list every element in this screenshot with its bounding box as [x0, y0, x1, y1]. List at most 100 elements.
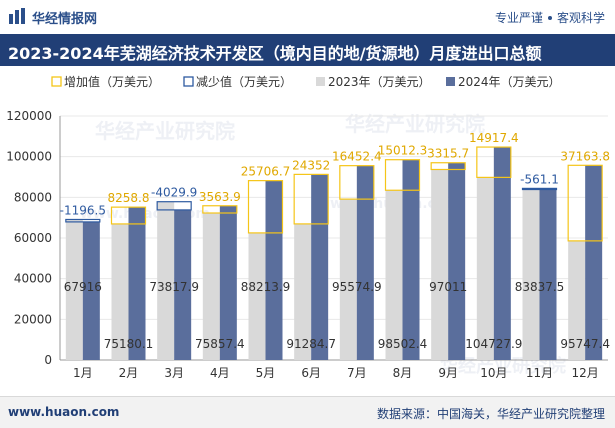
title-bar: 2023-2024年芜湖经济技术开发区（境内目的地/货源地）月度进出口总额 — [0, 34, 615, 66]
value-label-2024: 75857.4 — [195, 337, 245, 351]
bar-2023 — [294, 223, 312, 360]
bullet-icon — [547, 16, 552, 20]
bar-2023 — [202, 213, 220, 360]
x-tick-label: 9月 — [438, 366, 458, 380]
slogan: 专业严谨 客观科学 — [495, 9, 605, 26]
legend-label-3: 2024年（万美元） — [458, 75, 561, 89]
y-tick-label: 20000 — [14, 312, 52, 326]
value-label-2024: 88213.9 — [241, 280, 291, 294]
increase-box — [293, 173, 329, 225]
slogan-right: 客观科学 — [556, 11, 605, 25]
decrease-box — [521, 187, 558, 191]
bar-2023 — [522, 188, 540, 360]
y-tick-label: 120000 — [6, 109, 52, 123]
legend-swatch-1 — [183, 76, 194, 87]
bar-2024 — [82, 221, 100, 360]
bar-2024 — [219, 205, 237, 360]
increase-box — [247, 180, 284, 234]
increase-box — [476, 146, 512, 178]
bar-2024 — [174, 209, 192, 360]
bar-2024 — [585, 165, 603, 360]
change-label: 24352 — [292, 158, 330, 172]
bar-2023 — [65, 219, 83, 360]
brand-name: 华经情报网 — [32, 12, 98, 27]
legend-swatch-0 — [51, 76, 62, 87]
x-tick-label: 1月 — [73, 366, 93, 380]
change-label: 15012.3 — [378, 144, 428, 158]
y-tick-label: 40000 — [14, 272, 52, 286]
x-tick-label: 11月 — [526, 366, 553, 380]
bar-2023 — [568, 240, 586, 360]
top-bar: 华经情报网 专业严谨 客观科学 — [0, 0, 615, 34]
bar-2024 — [402, 159, 420, 360]
legend-swatch-3 — [446, 77, 455, 86]
value-label-2024: 75180.1 — [104, 337, 154, 351]
x-tick-label: 12月 — [572, 366, 599, 380]
value-label-2024: 104727.9 — [465, 337, 522, 351]
bar-2023 — [385, 190, 403, 360]
increase-box — [202, 205, 238, 214]
legend-label-0: 增加值（万美元） — [64, 74, 160, 89]
bar-2024 — [356, 165, 374, 360]
logo-icon — [9, 8, 25, 24]
bar-2024 — [265, 180, 283, 360]
change-label: 3315.7 — [427, 147, 469, 161]
chart-title: 2023-2024年芜湖经济技术开发区（境内目的地/货源地）月度进出口总额 — [8, 44, 542, 63]
change-label: 8258.8 — [108, 191, 150, 205]
bar-2024 — [539, 189, 557, 360]
x-tick-label: 6月 — [301, 366, 321, 380]
bar-2023 — [248, 232, 266, 360]
increase-box — [339, 165, 375, 200]
x-tick-label: 10月 — [480, 366, 507, 380]
bar-2024 — [448, 162, 466, 360]
chart: 华经产业研究院华经产业研究院www.huaon.comwww.huaon.com… — [6, 74, 610, 380]
decrease-box — [156, 201, 192, 211]
value-label-2024: 98502.4 — [378, 337, 428, 351]
increase-box — [384, 159, 421, 191]
value-label-2024: 95574.9 — [332, 280, 382, 294]
x-tick-label: 5月 — [256, 366, 276, 380]
x-tick-label: 4月 — [210, 366, 230, 380]
value-label-2024: 95747.4 — [560, 337, 610, 351]
legend-swatch-2 — [316, 77, 325, 86]
bar-2024 — [311, 174, 329, 360]
legend-label-2: 2023年（万美元） — [328, 75, 431, 89]
y-tick-label: 80000 — [14, 190, 52, 204]
increase-box — [110, 206, 147, 225]
y-tick-label: 60000 — [14, 231, 52, 245]
site-url: www.huaon.com — [8, 405, 120, 419]
bar-2023 — [339, 199, 357, 360]
change-label: -4029.9 — [151, 186, 197, 200]
legend-label-1: 减少值（万美元） — [196, 74, 292, 89]
value-label-2024: 91284.7 — [286, 337, 336, 351]
x-tick-label: 7月 — [347, 366, 367, 380]
x-tick-label: 8月 — [393, 366, 413, 380]
bar-2023 — [111, 223, 129, 360]
bar-2023 — [476, 177, 494, 360]
increase-box — [430, 162, 466, 171]
bar-2024 — [128, 207, 146, 360]
value-label-2024: 73817.9 — [149, 280, 199, 294]
change-label: 25706.7 — [241, 165, 291, 179]
bar-2023 — [431, 169, 449, 360]
y-tick-label: 0 — [44, 353, 52, 367]
bar-2024 — [493, 147, 511, 360]
value-label-2024: 97011 — [429, 280, 467, 294]
change-label: 16452.4 — [332, 150, 382, 164]
value-label-2024: 83837.5 — [515, 280, 565, 294]
footer: www.huaon.com 数据来源：中国海关，华经产业研究院整理 — [0, 396, 615, 428]
watermark: 华经产业研究院 — [95, 119, 235, 143]
increase-box — [567, 164, 603, 242]
bar-2023 — [157, 201, 175, 360]
change-label: 3563.9 — [199, 190, 241, 204]
decrease-box — [65, 218, 101, 223]
change-label: 37163.8 — [560, 149, 610, 163]
slogan-left: 专业严谨 — [494, 11, 543, 25]
y-tick-label: 100000 — [6, 150, 52, 164]
change-label: -561.1 — [520, 172, 559, 186]
data-source: 数据来源：中国海关，华经产业研究院整理 — [376, 407, 605, 421]
change-label: 14917.4 — [469, 131, 519, 145]
x-tick-label: 2月 — [119, 366, 139, 380]
x-tick-label: 3月 — [164, 366, 184, 380]
value-label-2024: 67916 — [64, 280, 102, 294]
